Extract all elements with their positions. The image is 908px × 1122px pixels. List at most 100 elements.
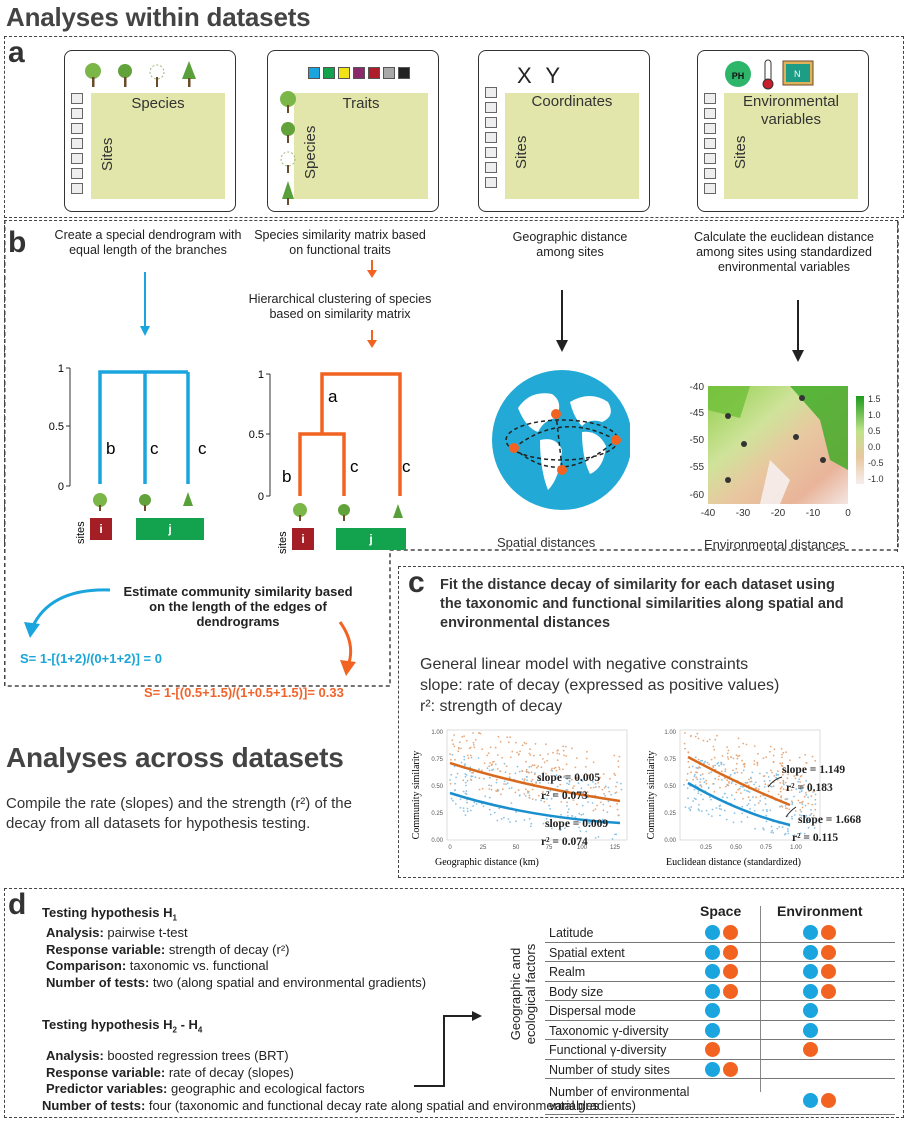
factor-row: Spatial extent — [545, 943, 895, 962]
svg-text:1.5: 1.5 — [868, 394, 881, 404]
site-j-label: j — [167, 522, 171, 536]
model-line-3: r²: strength of decay — [420, 698, 563, 715]
hypothesis-line: Analysis: pairwise t-test — [46, 925, 188, 940]
tree-icons-vertical — [280, 91, 296, 205]
svg-text:0.00: 0.00 — [664, 838, 676, 844]
svg-text:-40: -40 — [690, 382, 705, 393]
svg-text:50: 50 — [513, 845, 520, 851]
environmental-caption: Environmental distances — [704, 537, 846, 552]
svg-text:0.75: 0.75 — [760, 845, 772, 851]
red-dot — [723, 964, 738, 979]
svg-text:-30: -30 — [736, 508, 751, 519]
formula-blue: S= 1-[(1+2)/(0+1+2)] = 0 — [20, 651, 162, 666]
matrix-col-label: Sites — [99, 137, 116, 171]
site-i-label: i — [99, 522, 102, 536]
red-dot — [821, 983, 836, 999]
globe-illustration — [492, 290, 630, 510]
trait-swatch — [338, 67, 350, 79]
plot-geographic: Community similarity 1.00 0.75 0.50 0.25… — [411, 729, 628, 868]
red-dot — [821, 944, 836, 960]
svg-text:0.25: 0.25 — [664, 811, 676, 817]
col-environment: Environment — [777, 903, 863, 919]
blue-dot — [803, 944, 818, 960]
trait-swatch — [368, 67, 380, 79]
hierarchical-dendrogram: 1 0.5 0 a b c c i j sites — [249, 260, 411, 554]
matrix-row-label: Environmental variables — [743, 93, 839, 128]
svg-text:r² = 0.073: r² = 0.073 — [541, 790, 588, 802]
svg-text:1.00: 1.00 — [790, 845, 802, 851]
svg-text:-10: -10 — [806, 508, 821, 519]
matrix-col-label: Sites — [732, 135, 749, 169]
plot-environmental: Community similarity 1.00 0.75 0.50 0.25… — [646, 729, 861, 868]
svg-text:0.75: 0.75 — [664, 757, 676, 763]
svg-text:0.0: 0.0 — [868, 442, 881, 452]
x-axis-label: Geographic distance (km) — [435, 857, 539, 868]
species-sites-matrix-card: Species Sites — [64, 50, 236, 212]
factor-row: Body size — [545, 982, 895, 1001]
clustering-text: Hierarchical clustering of species based… — [248, 292, 432, 321]
trait-swatch — [353, 67, 365, 79]
blue-dot — [803, 1003, 818, 1018]
matrix-row-label: Species — [131, 95, 185, 112]
branch-c-label: c — [350, 457, 359, 476]
y-axis-label: Community similarity — [646, 751, 657, 840]
factor-name: Latitude — [549, 926, 594, 940]
x-axis-label: Euclidean distance (standardized) — [666, 857, 801, 868]
matrix-col-label: Species — [302, 125, 319, 179]
factor-name: Body size — [549, 984, 604, 999]
svg-text:75: 75 — [546, 845, 553, 851]
connector-arrow — [414, 1011, 482, 1087]
tree-icons — [85, 61, 196, 87]
trait-swatch — [323, 67, 335, 79]
factor-name: Dispersal mode — [549, 1004, 636, 1018]
tick-1: 1 — [58, 363, 64, 375]
ph-icon: PH — [732, 71, 745, 81]
red-dot — [705, 1042, 720, 1057]
site-i-label: i — [301, 532, 304, 546]
svg-text:100: 100 — [577, 845, 588, 851]
red-dot — [723, 925, 738, 940]
branch-c-label: c — [198, 439, 207, 458]
svg-text:-45: -45 — [690, 408, 705, 419]
branch-b-label: b — [282, 467, 291, 486]
col-space: Space — [700, 903, 742, 919]
red-dot — [821, 925, 836, 940]
blue-dot — [705, 964, 720, 979]
svg-text:-20: -20 — [771, 508, 786, 519]
h1-details: Analysis: pairwise t-test Response variab… — [42, 925, 426, 991]
map-icon: N — [794, 69, 801, 79]
spatial-caption: Spatial distances — [497, 535, 596, 550]
svg-text:1.0: 1.0 — [868, 410, 881, 420]
svg-text:-55: -55 — [690, 462, 705, 473]
matrix-col-label: Sites — [513, 135, 530, 169]
traits-species-matrix-card: Traits Species — [267, 50, 439, 212]
factor-name: Number of study sites — [549, 1062, 670, 1077]
branch-c-label: c — [402, 457, 411, 476]
sites-label: sites — [75, 521, 87, 544]
matrix-row-label: Coordinates — [531, 93, 613, 110]
blue-dot — [705, 1003, 720, 1018]
factor-row: Realm — [545, 962, 895, 982]
model-line-2: slope: rate of decay (expressed as posit… — [420, 677, 780, 694]
factor-name: Realm — [549, 965, 586, 979]
geographic-distance-text: Geographic distance among sites — [512, 230, 628, 259]
svg-text:125: 125 — [610, 845, 621, 851]
environment-sites-matrix-card: PH N Environmental variables Sites — [697, 50, 869, 212]
red-dot — [723, 983, 738, 999]
svg-text:-0.5: -0.5 — [868, 458, 884, 468]
tick-0: 0 — [258, 491, 264, 503]
svg-text:0: 0 — [448, 845, 452, 851]
tick-0: 0 — [58, 481, 64, 493]
svg-text:0.75: 0.75 — [431, 757, 443, 763]
svg-text:1.00: 1.00 — [664, 730, 676, 736]
hypothesis-line: Response variable: strength of decay (r²… — [46, 941, 290, 957]
panel-a-label: a — [8, 36, 25, 69]
hypothesis-line: Analysis: boosted regression trees (BRT) — [46, 1048, 289, 1063]
factor-row: Taxonomic γ-diversity — [545, 1021, 895, 1040]
blue-dot — [803, 983, 818, 999]
svg-text:r² = 0.074: r² = 0.074 — [541, 836, 588, 848]
blue-dot — [803, 964, 818, 979]
blue-dot — [705, 1061, 720, 1077]
svg-text:0.25: 0.25 — [700, 845, 712, 851]
factor-row: Latitude — [545, 923, 895, 943]
